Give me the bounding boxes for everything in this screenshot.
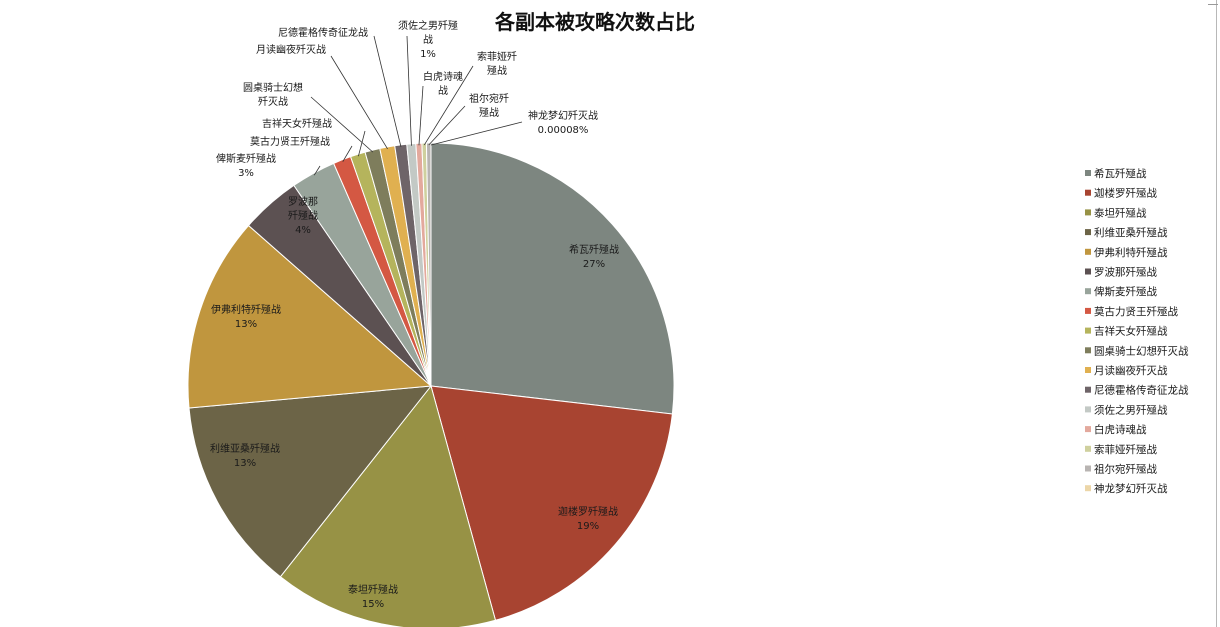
slice-label-16: 神龙梦幻歼灭战 0.00008% (528, 109, 598, 136)
legend-label-7: 莫古力贤王歼殛战 (1094, 305, 1178, 318)
leader-line-8 (358, 130, 366, 157)
pie-slices (187, 142, 675, 627)
legend-label-0: 希瓦歼殛战 (1094, 167, 1147, 180)
slice-label-14: 索菲娅歼殛战 (477, 50, 517, 77)
legend-label-2: 泰坦歼殛战 (1094, 206, 1147, 219)
legend-label-4: 伊弗利特歼殛战 (1094, 246, 1168, 259)
slice-label-1: 迦楼罗歼殛战 19% (558, 505, 618, 532)
slice-3 (188, 385, 433, 578)
legend-label-9: 圆桌骑士幻想歼灭战 (1094, 344, 1189, 357)
leader-line-12 (406, 35, 412, 146)
legend-swatch-9 (1085, 347, 1091, 354)
slice-0 (430, 142, 675, 415)
leader-line-9 (310, 96, 374, 153)
legend: 希瓦歼殛战迦楼罗歼殛战泰坦歼殛战利维亚桑歼殛战伊弗利特歼殛战罗波那歼殛战俾斯麦歼… (1085, 167, 1189, 495)
legend-swatch-10 (1085, 367, 1091, 373)
legend-swatch-5 (1085, 268, 1091, 275)
leader-line-13 (418, 85, 424, 146)
slice-labels: 希瓦歼殛战 27% 迦楼罗歼殛战 19% 泰坦歼殛战 15% 利维亚桑歼殛战 13% 伊弗利特歼… (210, 19, 619, 610)
legend-label-1: 迦楼罗歼殛战 (1094, 187, 1157, 200)
slice-label-2: 泰坦歼殛战 15% (348, 583, 398, 610)
slice-label-4: 伊弗利特歼殛战 13% (211, 303, 281, 330)
slice-label-10: 月读幽夜歼灭战 (256, 43, 326, 56)
legend-swatch-15 (1085, 465, 1091, 472)
slice-label-13: 白虎诗魂战 (423, 70, 463, 97)
legend-swatch-12 (1085, 406, 1091, 413)
leader-line-7 (342, 145, 353, 162)
legend-swatch-13 (1085, 426, 1091, 433)
legend-label-16: 神龙梦幻歼灭战 (1094, 482, 1168, 495)
legend-swatch-16 (1085, 485, 1091, 492)
corner-mark (1208, 0, 1218, 5)
legend-swatch-8 (1085, 327, 1091, 334)
leader-line-10 (330, 55, 388, 150)
leader-lines (310, 35, 523, 176)
legend-label-3: 利维亚桑歼殛战 (1094, 226, 1168, 239)
legend-swatch-1 (1085, 189, 1091, 196)
legend-label-5: 罗波那歼殛战 (1094, 266, 1157, 279)
legend-label-8: 吉祥天女歼殛战 (1094, 325, 1168, 338)
legend-label-14: 索菲娅歼殛战 (1094, 443, 1157, 456)
leader-line-11 (373, 35, 402, 147)
slice-label-15: 祖尔宛歼殛战 (469, 92, 509, 119)
legend-swatch-2 (1085, 209, 1091, 216)
slice-label-7: 莫古力贤王歼殛战 (250, 135, 330, 148)
slice-label-3: 利维亚桑歼殛战 13% (210, 442, 280, 469)
legend-label-15: 祖尔宛歼殛战 (1094, 463, 1157, 476)
slice-label-5: 罗波那歼殛战 4% (288, 195, 318, 236)
slice-1 (430, 385, 673, 621)
slice-label-11: 尼德霍格传奇征龙战 (278, 26, 368, 39)
legend-swatch-14 (1085, 445, 1091, 452)
legend-swatch-7 (1085, 307, 1091, 314)
legend-swatch-3 (1085, 229, 1091, 236)
legend-swatch-11 (1085, 386, 1091, 393)
legend-swatch-0 (1085, 170, 1091, 176)
leader-line-16 (430, 121, 523, 146)
slice-2 (279, 384, 497, 627)
slice-label-12: 须佐之男歼殛战 1% (398, 19, 458, 60)
legend-label-6: 俾斯麦歼殛战 (1094, 285, 1157, 298)
window-edge (1216, 0, 1217, 627)
slice-label-0: 希瓦歼殛战 27% (569, 243, 619, 270)
legend-swatch-4 (1085, 248, 1091, 255)
slice-label-9: 圆桌骑士幻想歼灭战 (243, 81, 303, 108)
leader-line-6 (313, 165, 321, 176)
slice-label-6: 俾斯麦歼殛战 3% (216, 152, 276, 179)
legend-label-12: 须佐之男歼殛战 (1094, 403, 1168, 416)
legend-label-11: 尼德霍格传奇征龙战 (1094, 384, 1189, 397)
chart-title: 各副本被攻略次数占比 (494, 10, 695, 34)
legend-label-13: 白虎诗魂战 (1094, 423, 1147, 436)
legend-swatch-6 (1085, 288, 1091, 295)
slice-4 (187, 224, 433, 409)
slice-label-8: 吉祥天女歼殛战 (262, 117, 332, 130)
leader-line-14 (423, 65, 474, 146)
legend-label-10: 月读幽夜歼灭战 (1094, 364, 1168, 377)
leader-line-15 (428, 105, 466, 146)
